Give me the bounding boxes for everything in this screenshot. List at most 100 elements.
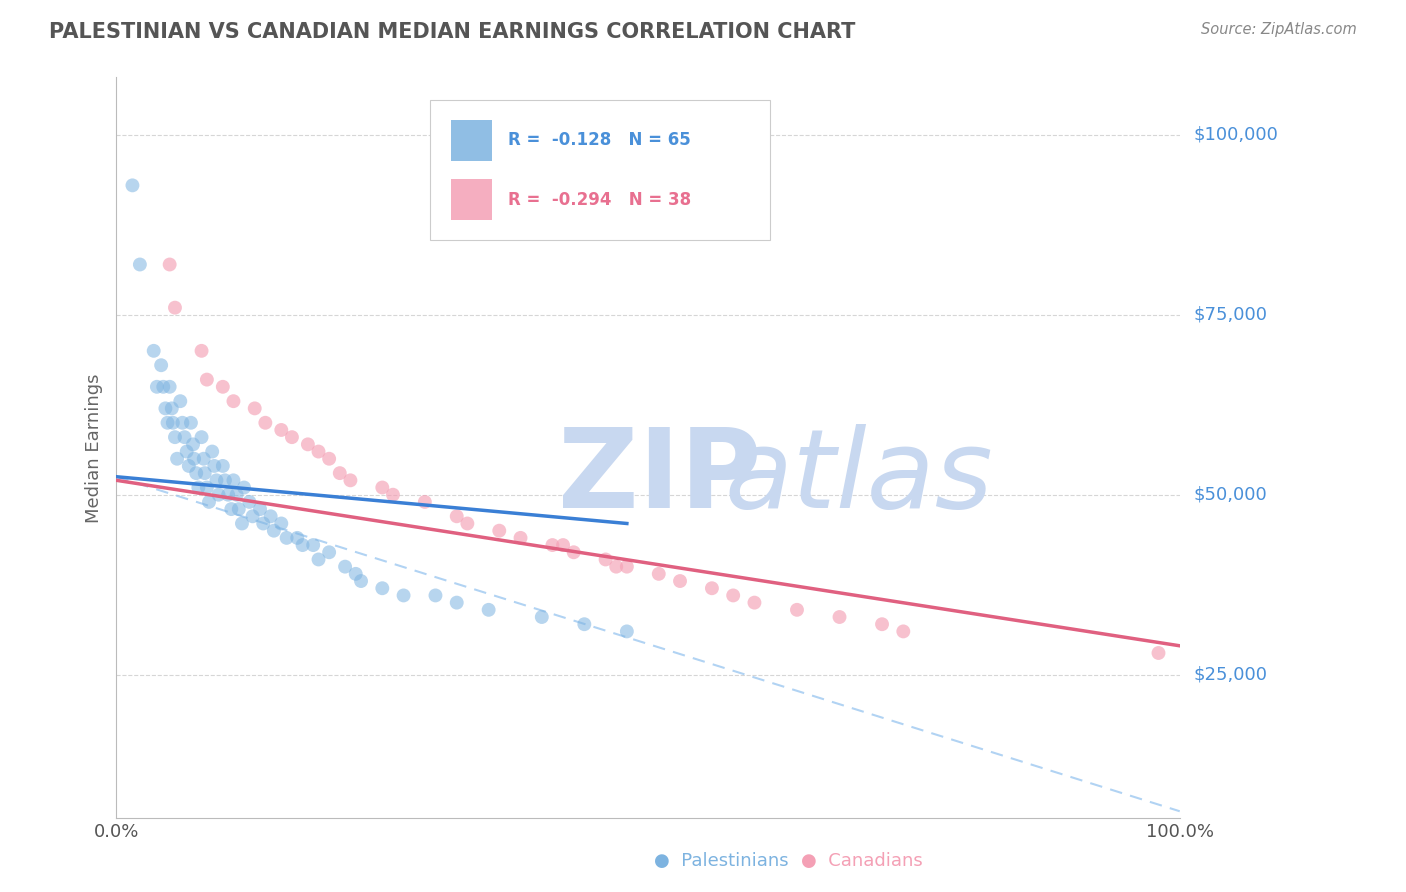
Point <box>222 473 245 487</box>
Point <box>190 430 212 444</box>
Point <box>648 566 671 581</box>
Point <box>159 258 181 272</box>
Text: $100,000: $100,000 <box>1194 126 1278 144</box>
Point <box>195 373 218 387</box>
Point <box>163 301 186 315</box>
Text: R =  -0.294   N = 38: R = -0.294 N = 38 <box>508 191 690 209</box>
Point <box>201 444 224 458</box>
Point <box>222 394 245 409</box>
Point <box>172 416 194 430</box>
Point <box>350 574 373 588</box>
Point <box>181 437 204 451</box>
Point <box>344 566 367 581</box>
Point <box>233 481 256 495</box>
Point <box>446 509 468 524</box>
FancyBboxPatch shape <box>451 120 492 161</box>
Point <box>173 430 195 444</box>
Point <box>207 488 229 502</box>
Text: R =  -0.128   N = 65: R = -0.128 N = 65 <box>508 131 690 150</box>
Point <box>195 481 218 495</box>
Point <box>183 451 205 466</box>
Point <box>595 552 617 566</box>
Point <box>176 444 198 458</box>
Point <box>249 502 271 516</box>
Point <box>187 481 209 495</box>
Point <box>318 545 340 559</box>
Text: $75,000: $75,000 <box>1194 306 1268 324</box>
Point <box>616 559 638 574</box>
Point <box>260 509 283 524</box>
Point <box>700 581 723 595</box>
Point <box>333 559 356 574</box>
Point <box>530 610 553 624</box>
Point <box>214 473 236 487</box>
Point <box>302 538 325 552</box>
Point <box>202 458 225 473</box>
Y-axis label: Median Earnings: Median Earnings <box>86 373 103 523</box>
Point <box>891 624 914 639</box>
Point <box>574 617 596 632</box>
Point <box>276 531 298 545</box>
Point <box>308 552 330 566</box>
Point <box>870 617 893 632</box>
Point <box>669 574 692 588</box>
Point <box>205 473 228 487</box>
Point <box>254 416 277 430</box>
Point <box>198 495 221 509</box>
Point <box>270 423 292 437</box>
Point <box>509 531 531 545</box>
Point <box>263 524 285 538</box>
Point <box>163 430 186 444</box>
Point <box>155 401 177 416</box>
Point <box>128 258 150 272</box>
Point <box>329 466 352 480</box>
Point <box>308 444 330 458</box>
Point <box>231 516 253 531</box>
Point <box>281 430 304 444</box>
FancyBboxPatch shape <box>430 100 770 241</box>
Point <box>371 581 394 595</box>
Point <box>721 589 744 603</box>
Text: $50,000: $50,000 <box>1194 486 1267 504</box>
Point <box>243 401 266 416</box>
Point <box>238 495 260 509</box>
Point <box>150 358 173 372</box>
Point <box>446 596 468 610</box>
Point <box>291 538 314 552</box>
Point <box>381 488 404 502</box>
Point <box>488 524 510 538</box>
Point <box>194 466 217 480</box>
Point <box>744 596 766 610</box>
Point <box>339 473 361 487</box>
Point <box>413 495 436 509</box>
Point <box>828 610 851 624</box>
Point <box>562 545 585 559</box>
Point <box>551 538 574 552</box>
Text: ●  Palestinians: ● Palestinians <box>654 852 789 870</box>
Point <box>162 416 184 430</box>
Point <box>786 603 808 617</box>
Point <box>166 451 188 466</box>
Point <box>318 451 340 466</box>
FancyBboxPatch shape <box>451 179 492 220</box>
Point <box>217 488 239 502</box>
Point <box>242 509 264 524</box>
Point <box>159 380 181 394</box>
Point <box>478 603 501 617</box>
Point <box>146 380 169 394</box>
Text: ZIP: ZIP <box>558 424 761 531</box>
Point <box>142 343 165 358</box>
Point <box>425 589 447 603</box>
Point <box>285 531 308 545</box>
Point <box>190 343 212 358</box>
Text: $25,000: $25,000 <box>1194 665 1268 683</box>
Point <box>392 589 415 603</box>
Point <box>160 401 183 416</box>
Point <box>121 178 143 193</box>
Point <box>152 380 174 394</box>
Point <box>616 624 638 639</box>
Text: PALESTINIAN VS CANADIAN MEDIAN EARNINGS CORRELATION CHART: PALESTINIAN VS CANADIAN MEDIAN EARNINGS … <box>49 22 856 42</box>
Point <box>541 538 564 552</box>
Point <box>221 502 243 516</box>
Text: ●  Canadians: ● Canadians <box>801 852 924 870</box>
